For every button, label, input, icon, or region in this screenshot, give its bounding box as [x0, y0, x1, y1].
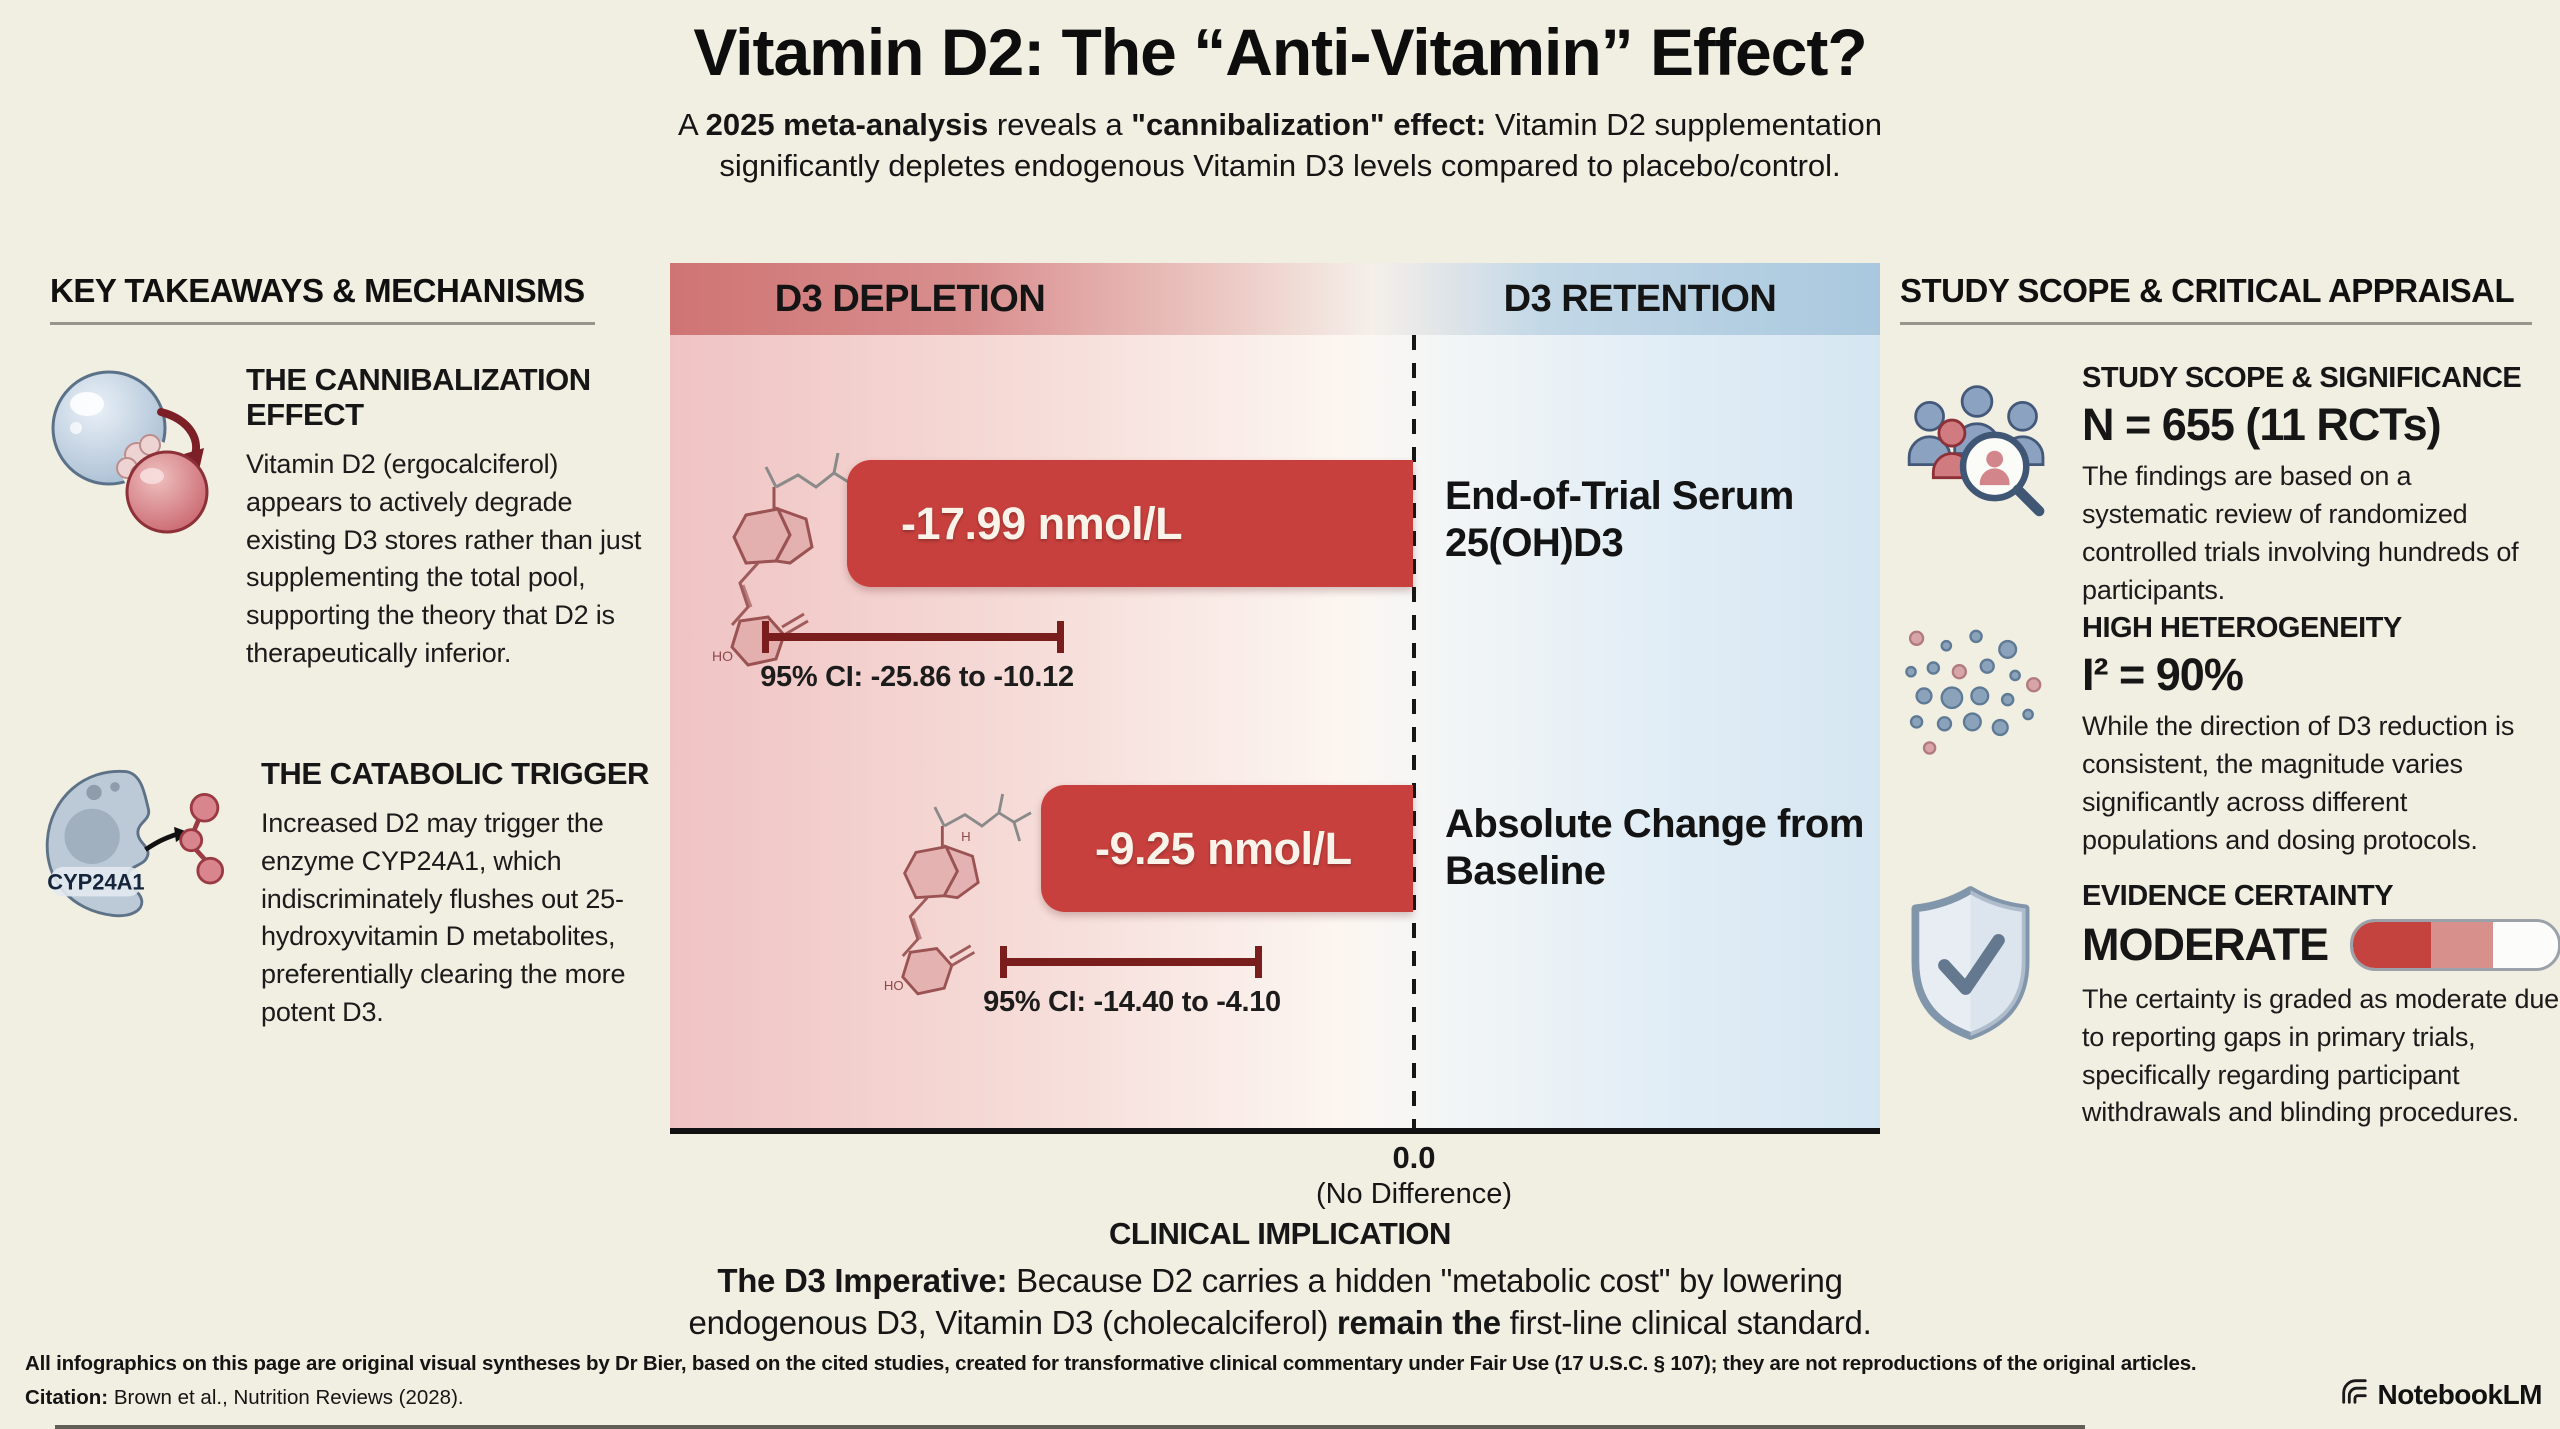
evidence-certainty-body: The certainty is graded as moderate due …	[2082, 984, 2559, 1128]
cannibalization-body: Vitamin D2 (ergocalciferol) appears to a…	[246, 449, 642, 669]
zero-axis-caption: 0.0 (No Difference)	[1294, 1140, 1534, 1211]
catabolic-item: CYP24A1 THE CATABOLIC TRIGGER Increased …	[35, 756, 660, 1032]
header: Vitamin D2: The “Anti-Vitamin” Effect? A…	[0, 14, 2560, 186]
study-scope-item: STUDY SCOPE & SIGNIFICANCE N = 655 (11 R…	[1898, 362, 2543, 609]
heterogeneity-title: HIGH HETEROGENEITY	[2082, 612, 2402, 644]
zone-band: D3 DEPLETION D3 RETENTION	[670, 263, 1880, 335]
cannibalization-item: THE CANNIBALIZATION EFFECT Vitamin D2 (e…	[45, 362, 660, 673]
molecule-h-label: H	[961, 829, 971, 844]
notebooklm-icon	[2339, 1376, 2369, 1413]
clinical-heading: CLINICAL IMPLICATION	[1109, 1216, 1451, 1251]
ci-label-end-of-trial: 95% CI: -25.86 to -10.12	[760, 661, 1074, 693]
bar-end-of-trial-value: -17.99 nmol/L	[901, 497, 1183, 549]
certainty-meter	[2350, 919, 2560, 971]
population-magnifier-icon	[1898, 362, 2056, 609]
zero-dashed-line	[1412, 335, 1416, 1128]
ci-whisker-end-of-trial	[762, 621, 1064, 653]
zone-depletion-label: D3 DEPLETION	[774, 278, 1046, 320]
catabolic-body: Increased D2 may trigger the enzyme CYP2…	[261, 808, 626, 1027]
category-label-absolute-change: Absolute Change from Baseline	[1445, 802, 1864, 894]
bar-absolute-change: -9.25 nmol/L	[1041, 785, 1413, 912]
study-scope-stat: N = 655 (11 RCTs)	[2082, 399, 2442, 450]
clinical-text: The D3 Imperative: Because D2 carries a …	[688, 1262, 1872, 1341]
notebooklm-label: NotebookLM	[2377, 1378, 2542, 1410]
molecule-ho-label: HO	[712, 648, 733, 664]
heterogeneity-stat: I² = 90%	[2082, 649, 2244, 700]
vitamin-d3-molecule-icon: H HO	[882, 761, 1047, 1011]
zone-retention-label: D3 RETENTION	[1503, 278, 1777, 320]
citation-line: Citation: Brown et al., Nutrition Review…	[25, 1386, 464, 1409]
left-panel-heading: KEY TAKEAWAYS & MECHANISMS	[50, 272, 595, 325]
bar-absolute-change-value: -9.25 nmol/L	[1095, 822, 1352, 874]
cyp24a1-enzyme-icon: CYP24A1	[35, 756, 235, 1032]
study-scope-title: STUDY SCOPE & SIGNIFICANCE	[2082, 362, 2522, 394]
cannibalization-title: THE CANNIBALIZATION EFFECT	[246, 362, 591, 433]
fair-use-disclaimer: All infographics on this page are origin…	[25, 1352, 2197, 1375]
shield-check-icon	[1898, 880, 2056, 1132]
heterogeneity-item: HIGH HETEROGENEITY I² = 90% While the di…	[1898, 612, 2543, 859]
catabolic-title: THE CATABOLIC TRIGGER	[261, 756, 649, 791]
enzyme-label: CYP24A1	[47, 870, 144, 895]
heterogeneity-dots-icon	[1898, 612, 2056, 859]
vitamin-d2-molecule-icon: HO	[710, 423, 885, 678]
catabolic-text: THE CATABOLIC TRIGGER Increased D2 may t…	[261, 756, 660, 1032]
study-scope-text: STUDY SCOPE & SIGNIFICANCE N = 655 (11 R…	[2082, 362, 2543, 609]
cannibalization-text: THE CANNIBALIZATION EFFECT Vitamin D2 (e…	[246, 362, 660, 673]
forest-plot-chart: D3 DEPLETION D3 RETENTION	[670, 263, 1880, 1134]
study-scope-body: The findings are based on a systematic r…	[2082, 461, 2519, 605]
heterogeneity-body: While the direction of D3 reduction is c…	[2082, 711, 2515, 855]
zero-sublabel: (No Difference)	[1315, 1178, 1513, 1210]
clinical-implication: CLINICAL IMPLICATION The D3 Imperative: …	[0, 1216, 2560, 1344]
page-subtitle: A 2025 meta-analysis reveals a "cannibal…	[678, 107, 1882, 184]
cannibalization-spheres-icon	[45, 362, 220, 673]
bottom-rule	[55, 1425, 2085, 1429]
category-label-end-of-trial: End-of-Trial Serum 25(OH)D3	[1445, 474, 1794, 566]
right-panel-heading: STUDY SCOPE & CRITICAL APPRAISAL	[1900, 272, 2532, 325]
molecule-ho-label: HO	[884, 978, 904, 993]
bar-end-of-trial: -17.99 nmol/L	[847, 460, 1413, 587]
ci-label-absolute-change: 95% CI: -14.40 to -4.10	[983, 986, 1281, 1018]
page-title: Vitamin D2: The “Anti-Vitamin” Effect?	[693, 15, 1867, 89]
evidence-certainty-text: EVIDENCE CERTAINTY MODERATE The certaint…	[2082, 880, 2560, 1132]
evidence-certainty-item: EVIDENCE CERTAINTY MODERATE The certaint…	[1898, 880, 2560, 1132]
evidence-certainty-title: EVIDENCE CERTAINTY	[2082, 880, 2394, 912]
evidence-certainty-stat: MODERATE	[2082, 919, 2329, 971]
zero-value: 0.0	[1392, 1140, 1436, 1175]
notebooklm-brand: NotebookLM	[2339, 1376, 2542, 1413]
heterogeneity-text: HIGH HETEROGENEITY I² = 90% While the di…	[2082, 612, 2543, 859]
ci-whisker-absolute-change	[1000, 946, 1262, 978]
